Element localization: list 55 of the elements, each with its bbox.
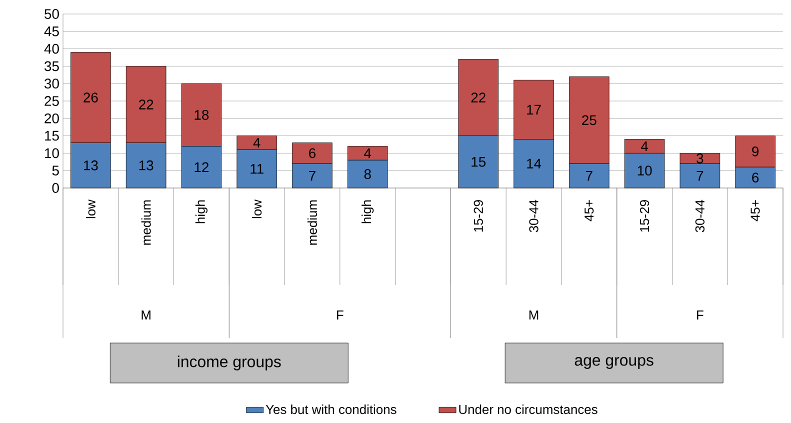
y-tick-label: 5: [52, 166, 59, 176]
x-tick-label: high: [195, 200, 208, 224]
data-label: 18: [194, 110, 209, 120]
data-label: 3: [696, 153, 704, 164]
data-label: 13: [84, 160, 98, 170]
text: age groups: [574, 357, 654, 369]
y-tick-label: 25: [44, 96, 59, 106]
text: M: [142, 310, 150, 320]
x-tick-label: 15-29: [640, 200, 650, 232]
text: F: [697, 310, 704, 320]
y-tick-label: 0: [52, 183, 59, 193]
data-label: 22: [139, 100, 154, 110]
data-label: 8: [364, 169, 371, 180]
x-tick-label: medium: [307, 200, 317, 245]
text: M: [529, 310, 538, 320]
x-tick-label: medium: [141, 200, 151, 245]
x-tick-label: low: [86, 199, 96, 218]
data-label: 6: [752, 172, 759, 182]
data-label: 15: [472, 157, 486, 167]
data-label: 11: [250, 164, 264, 174]
data-label: 17: [527, 104, 541, 114]
text: F: [337, 310, 344, 320]
data-label: 4: [364, 148, 372, 158]
text: income groups: [178, 356, 281, 370]
data-label: 10: [638, 166, 652, 176]
data-label: 6: [309, 148, 316, 158]
data-label: 7: [309, 171, 316, 181]
y-tick-label: 35: [44, 61, 59, 72]
data-label: 13: [139, 160, 154, 170]
y-tick-label: 45: [44, 26, 59, 36]
x-tick-label: low: [252, 199, 262, 218]
x-tick-label: 30-44: [529, 200, 538, 232]
legend-label: Under no circumstances: [459, 404, 598, 414]
y-tick-label: 50: [44, 9, 59, 19]
data-label: 25: [582, 115, 596, 126]
data-label: 14: [527, 158, 542, 168]
x-tick-label: 30-44: [695, 200, 705, 232]
data-label: 7: [696, 171, 704, 181]
data-label: 26: [84, 92, 98, 102]
x-tick-label: high: [362, 200, 374, 224]
x-tick-label: 45+: [584, 200, 594, 222]
x-tick-label: 45+: [750, 200, 760, 222]
y-tick-label: 30: [44, 78, 59, 89]
y-tick-label: 15: [45, 130, 59, 141]
x-tick-label: 15-29: [474, 200, 483, 232]
data-label: 22: [471, 92, 486, 102]
y-tick-label: 10: [45, 148, 59, 158]
data-label: 4: [253, 138, 260, 148]
data-label: 4: [640, 141, 648, 152]
data-label: 7: [586, 171, 592, 181]
y-tick-label: 40: [44, 44, 59, 54]
legend-label: Yes but with conditions: [266, 404, 396, 414]
data-label: 9: [752, 146, 759, 156]
data-label: 12: [194, 162, 209, 172]
y-tick-label: 20: [44, 113, 59, 124]
